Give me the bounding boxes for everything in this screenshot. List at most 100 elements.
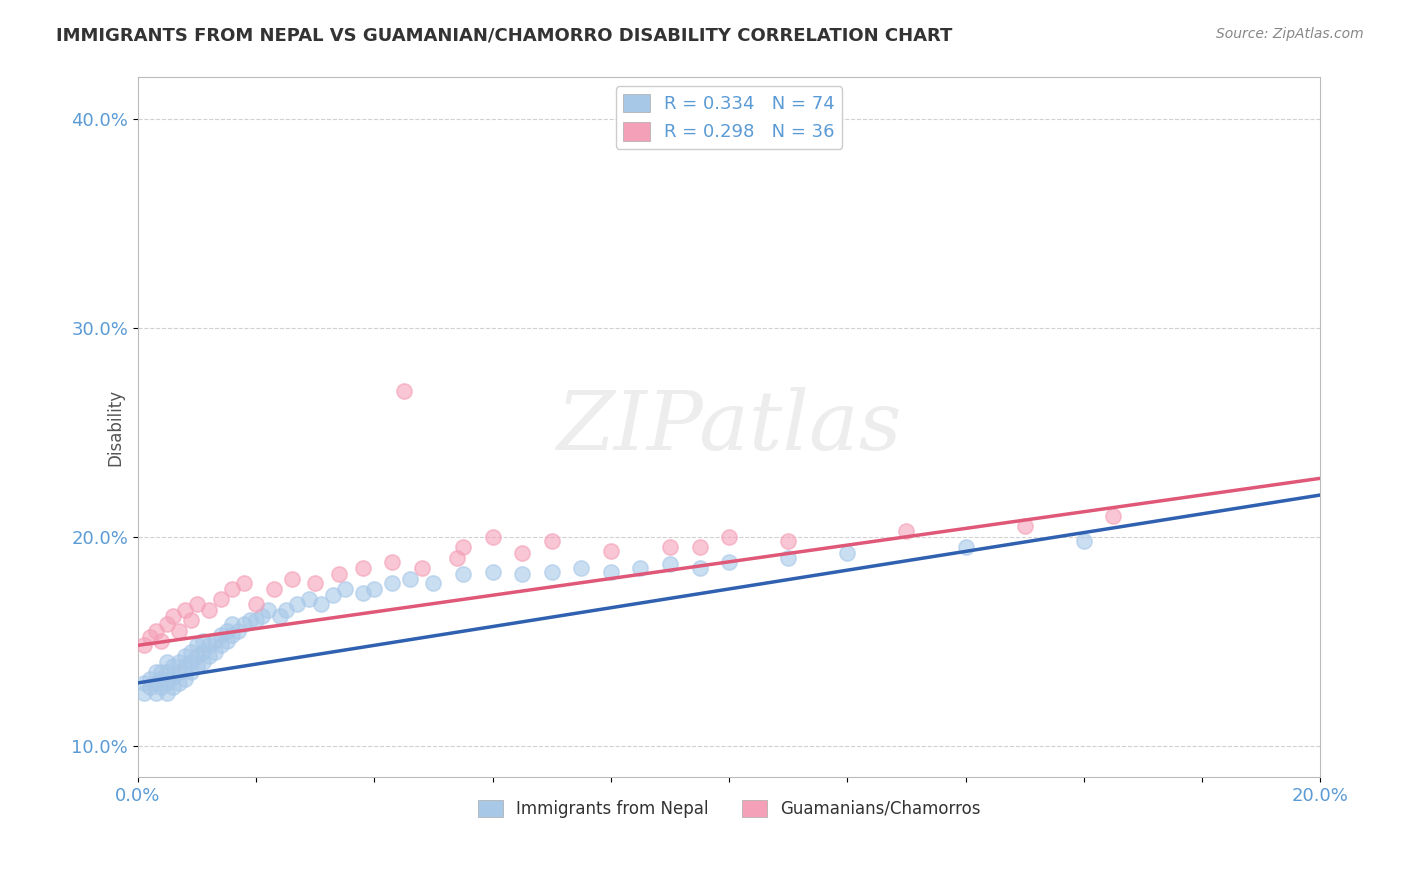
Point: [328, 567, 350, 582]
Point: [204, 634, 226, 648]
Point: [381, 555, 404, 569]
Point: [209, 592, 232, 607]
Point: [245, 597, 267, 611]
Point: [239, 613, 262, 627]
Point: [150, 672, 173, 686]
Point: [191, 644, 214, 658]
Point: [569, 561, 592, 575]
Point: [540, 566, 562, 580]
Point: [138, 680, 160, 694]
Point: [381, 575, 404, 590]
Point: [659, 557, 682, 571]
Point: [333, 582, 356, 596]
Point: [392, 384, 415, 398]
Point: [269, 609, 291, 624]
Point: [215, 634, 238, 648]
Point: [451, 567, 474, 582]
Point: [174, 659, 197, 673]
Point: [180, 613, 202, 627]
Point: [167, 665, 190, 680]
Point: [132, 638, 155, 652]
Point: [138, 672, 160, 686]
Point: [274, 603, 297, 617]
Point: [689, 561, 711, 575]
Point: [167, 655, 190, 669]
Point: [197, 648, 219, 663]
Point: [599, 566, 621, 580]
Point: [896, 524, 918, 538]
Point: [481, 566, 503, 580]
Point: [150, 665, 173, 680]
Point: [145, 624, 167, 638]
Point: [233, 617, 256, 632]
Point: [540, 533, 562, 548]
Text: IMMIGRANTS FROM NEPAL VS GUAMANIAN/CHAMORRO DISABILITY CORRELATION CHART: IMMIGRANTS FROM NEPAL VS GUAMANIAN/CHAMO…: [56, 27, 953, 45]
Point: [197, 638, 219, 652]
Point: [174, 672, 197, 686]
Point: [628, 561, 651, 575]
Point: [659, 540, 682, 554]
Point: [263, 582, 285, 596]
Point: [209, 628, 232, 642]
Point: [156, 655, 179, 669]
Point: [162, 670, 184, 684]
Point: [221, 617, 243, 632]
Point: [1102, 508, 1125, 523]
Point: [162, 609, 184, 624]
Point: [411, 561, 433, 575]
Point: [221, 582, 243, 596]
Point: [186, 659, 208, 673]
Point: [233, 575, 256, 590]
Point: [221, 628, 243, 642]
Point: [132, 676, 155, 690]
Point: [304, 575, 326, 590]
Point: [1073, 533, 1095, 548]
Point: [298, 592, 321, 607]
Point: [510, 546, 533, 560]
Point: [150, 680, 173, 694]
Point: [280, 572, 302, 586]
Point: [204, 644, 226, 658]
Point: [186, 638, 208, 652]
Point: [718, 530, 741, 544]
Point: [837, 546, 859, 560]
Point: [191, 655, 214, 669]
Text: Source: ZipAtlas.com: Source: ZipAtlas.com: [1216, 27, 1364, 41]
Point: [180, 644, 202, 658]
Point: [132, 686, 155, 700]
Point: [215, 624, 238, 638]
Point: [167, 676, 190, 690]
Point: [422, 575, 444, 590]
Point: [156, 676, 179, 690]
Point: [446, 550, 468, 565]
Point: [174, 648, 197, 663]
Point: [352, 586, 374, 600]
Point: [180, 655, 202, 669]
Point: [599, 544, 621, 558]
Point: [174, 603, 197, 617]
Point: [162, 680, 184, 694]
Point: [257, 603, 280, 617]
Point: [186, 648, 208, 663]
Point: [162, 659, 184, 673]
Point: [156, 617, 179, 632]
Point: [167, 624, 190, 638]
Point: [778, 533, 800, 548]
Point: [363, 582, 385, 596]
Point: [145, 665, 167, 680]
Point: [510, 567, 533, 582]
Point: [689, 540, 711, 554]
Point: [138, 630, 160, 644]
Point: [309, 597, 332, 611]
Point: [245, 613, 267, 627]
Point: [250, 609, 273, 624]
Y-axis label: Disability: Disability: [105, 389, 124, 466]
Point: [322, 588, 344, 602]
Point: [150, 634, 173, 648]
Point: [451, 540, 474, 554]
Point: [287, 597, 309, 611]
Point: [145, 676, 167, 690]
Point: [209, 638, 232, 652]
Point: [197, 603, 219, 617]
Point: [352, 561, 374, 575]
